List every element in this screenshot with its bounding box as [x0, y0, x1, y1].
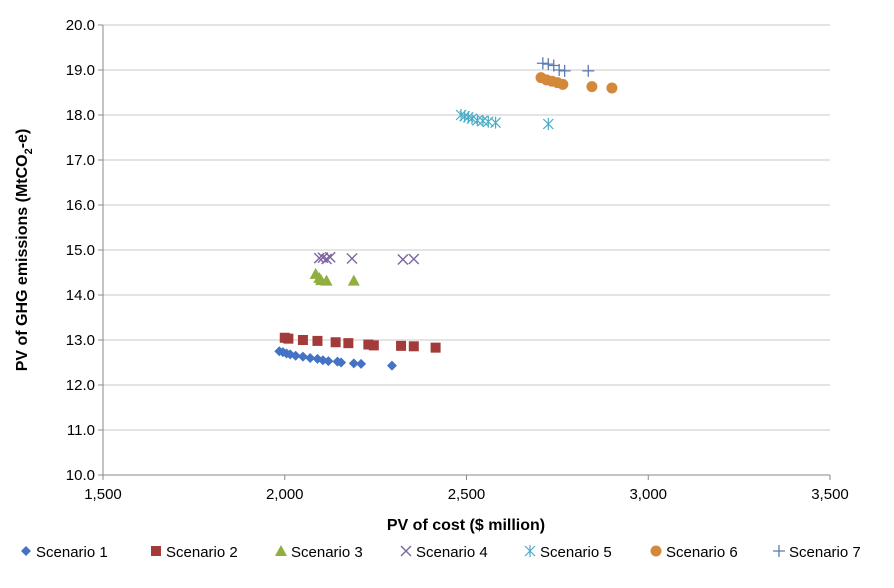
legend-marker [650, 545, 662, 557]
legend-item: Scenario 3 [275, 544, 363, 561]
data-point [290, 350, 301, 361]
legend-label: Scenario 2 [166, 544, 238, 561]
data-point [320, 274, 333, 286]
data-point [542, 58, 555, 71]
y-tick-label: 10.0 [66, 467, 95, 484]
y-axis-title-subscript: 2 [23, 148, 35, 154]
legend-label: Scenario 4 [416, 544, 488, 561]
legend-item: Scenario 2 [151, 544, 238, 561]
data-point [336, 357, 347, 368]
series-5 [455, 109, 554, 130]
series-6 [535, 72, 618, 94]
y-tick-label: 20.0 [66, 17, 95, 34]
legend-marker [21, 546, 31, 556]
legend-marker [400, 545, 412, 557]
data-point [408, 341, 419, 352]
series-4 [313, 251, 420, 265]
data-point [553, 64, 566, 76]
data-point [386, 360, 397, 371]
data-point [297, 335, 308, 345]
data-point [368, 340, 379, 351]
data-point [305, 353, 316, 363]
legend-marker [524, 545, 536, 557]
y-tick-label: 17.0 [66, 152, 95, 169]
legend-marker [275, 545, 287, 556]
data-point [542, 118, 554, 130]
legend-marker [773, 545, 785, 557]
x-tick-label: 2,000 [266, 486, 304, 503]
y-axis-title-suffix: -e) [14, 129, 31, 149]
data-point [363, 339, 374, 350]
legend-marker [151, 546, 161, 556]
legend-item: Scenario 7 [773, 544, 861, 561]
series-2 [279, 332, 441, 353]
data-point [323, 356, 334, 367]
data-point [477, 114, 489, 127]
data-point [347, 274, 360, 286]
legend-item: Scenario 4 [400, 544, 488, 561]
data-point [408, 253, 420, 265]
data-point [490, 116, 502, 129]
x-tick-label: 2,500 [448, 486, 486, 503]
series-3 [309, 267, 360, 286]
data-point [356, 358, 367, 369]
y-tick-label: 18.0 [66, 107, 95, 124]
data-point [321, 253, 333, 265]
data-point [586, 81, 598, 93]
x-axis-ticks: 1,500 2,000 2,500 3,000 3,500 [84, 475, 849, 503]
y-axis-title-main: PV of GHG emissions (MtCO [14, 154, 31, 371]
legend-label: Scenario 3 [291, 544, 363, 561]
data-point [312, 335, 323, 346]
data-points [274, 57, 618, 371]
y-tick-label: 16.0 [66, 197, 95, 214]
data-point [343, 338, 354, 349]
x-tick-label: 1,500 [84, 486, 122, 503]
y-tick-label: 14.0 [66, 287, 95, 304]
y-tick-label: 11.0 [67, 422, 95, 439]
data-point [397, 253, 409, 265]
series-7 [536, 57, 595, 77]
data-point [557, 78, 569, 90]
y-tick-label: 13.0 [66, 332, 95, 349]
data-point [297, 351, 308, 362]
series-1 [274, 346, 397, 371]
x-tick-label: 3,500 [811, 486, 849, 503]
legend-label: Scenario 6 [666, 544, 738, 561]
data-point [396, 340, 407, 351]
legend: Scenario 1 Scenario 2 Scenario 3 Scenario 4… [21, 544, 861, 561]
data-point [283, 333, 294, 344]
data-point [606, 82, 618, 94]
y-tick-label: 15.0 [66, 242, 95, 259]
y-tick-label: 12.0 [66, 377, 95, 394]
data-point [330, 337, 341, 348]
legend-label: Scenario 1 [36, 544, 108, 561]
data-point [536, 57, 549, 70]
data-point [582, 64, 595, 77]
x-tick-label: 3,000 [629, 486, 667, 503]
data-point [558, 64, 571, 77]
data-point [346, 253, 358, 265]
gridlines [103, 24, 830, 431]
data-point [348, 358, 359, 369]
legend-label: Scenario 5 [540, 544, 612, 561]
legend-item: Scenario 1 [21, 544, 108, 561]
legend-item: Scenario 5 [524, 544, 612, 561]
data-point [430, 342, 441, 353]
legend-label: Scenario 7 [789, 544, 861, 561]
y-tick-label: 19.0 [66, 62, 95, 79]
x-axis-title: PV of cost ($ million) [387, 517, 545, 534]
y-axis-ticks: 10.0 11.0 12.0 13.0 14.0 15.0 16.0 17.0 18.0 19.0… [66, 17, 103, 484]
data-point [324, 251, 336, 263]
legend-item: Scenario 6 [650, 544, 738, 561]
y-axis-title: PV of GHG emissions (MtCO2-e) [14, 129, 35, 372]
